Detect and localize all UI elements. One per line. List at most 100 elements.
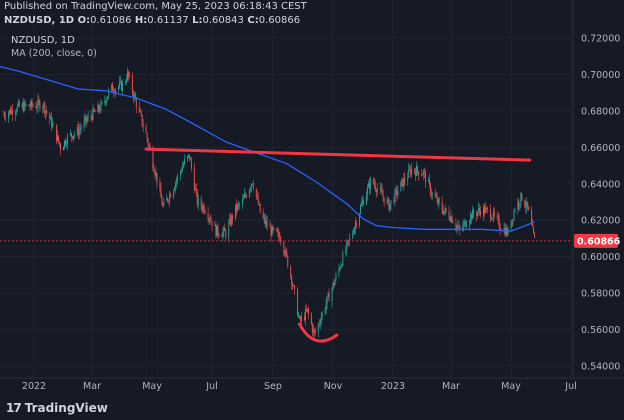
candle-body xyxy=(312,329,314,333)
candle-body xyxy=(318,323,320,325)
candle-body xyxy=(252,183,254,189)
candle-body xyxy=(383,197,385,204)
candle-body xyxy=(175,182,177,189)
candle-body xyxy=(147,138,149,145)
candle-body xyxy=(97,104,99,112)
candle-body xyxy=(173,190,175,198)
candle-body xyxy=(209,218,211,221)
x-tick-label: 2022 xyxy=(22,381,46,392)
candle-body xyxy=(421,175,422,176)
candle-body xyxy=(187,154,189,157)
candle-body xyxy=(301,316,302,321)
candle-body xyxy=(100,102,102,112)
candle-body xyxy=(283,241,285,252)
candle-body xyxy=(17,101,19,106)
candle-body xyxy=(290,266,292,276)
candle-body xyxy=(294,285,296,290)
candle-body xyxy=(194,188,196,191)
candle-body xyxy=(375,189,377,193)
candle-body xyxy=(438,198,440,203)
candle-body xyxy=(518,201,520,206)
candle-body xyxy=(514,210,516,211)
candle-body xyxy=(441,202,443,211)
candle-body xyxy=(504,228,506,236)
candle-body xyxy=(456,226,458,229)
candle-body xyxy=(224,227,226,231)
candle-body xyxy=(396,189,398,195)
candle-body xyxy=(140,112,142,115)
candle-body xyxy=(118,86,120,90)
candle-body xyxy=(427,179,429,183)
x-tick-label: Jul xyxy=(205,381,217,392)
x-tick-label: Mar xyxy=(83,381,101,392)
candle-body xyxy=(374,185,376,190)
candle-body xyxy=(78,129,80,136)
candle-body xyxy=(245,194,246,196)
candle-body xyxy=(60,144,62,151)
candle-body xyxy=(142,124,144,127)
candle-body xyxy=(293,285,295,286)
candle-body xyxy=(229,218,231,224)
candle-body xyxy=(435,197,437,198)
legend-symbol[interactable]: NZDUSD, 1D xyxy=(11,35,75,46)
candle-body xyxy=(11,109,13,115)
candle-body xyxy=(314,332,316,333)
candle-body xyxy=(127,71,129,77)
candle-body xyxy=(207,212,209,220)
candle-body xyxy=(146,133,148,139)
candle-body xyxy=(332,283,334,289)
candle-body xyxy=(174,188,176,191)
candle-body xyxy=(36,107,38,108)
candle-body xyxy=(210,220,212,222)
legend-ma[interactable]: MA (200, close, 0) xyxy=(11,48,97,59)
candle-body xyxy=(190,159,192,168)
candle-body xyxy=(228,223,230,238)
candle-body xyxy=(225,230,227,238)
candle-body xyxy=(340,265,342,269)
candle-body xyxy=(120,81,121,83)
candle-body xyxy=(145,126,147,134)
price-axis[interactable]: 0.72000 0.70000 0.68000 0.66000 0.64000 0.620… xyxy=(581,34,620,373)
candle-body xyxy=(410,169,412,175)
candle-body xyxy=(414,168,416,172)
candle-body xyxy=(445,208,447,212)
candle-body xyxy=(479,208,480,211)
candle-body xyxy=(30,100,32,107)
candle-body xyxy=(94,111,96,112)
candle-body xyxy=(237,204,239,211)
candle-body xyxy=(463,223,465,228)
candle-body xyxy=(195,188,197,192)
candle-body xyxy=(168,201,170,202)
candle-body xyxy=(69,132,71,136)
candle-body xyxy=(221,235,223,237)
low-value: 0.60843 xyxy=(202,15,244,26)
candle-body xyxy=(248,189,250,198)
candle-body xyxy=(455,223,457,229)
candle-body xyxy=(372,179,374,184)
candle-body xyxy=(430,193,432,195)
candle-body xyxy=(131,75,133,93)
tradingview-brand[interactable]: 17 TradingView xyxy=(6,401,108,415)
candle-body xyxy=(64,140,65,148)
candle-body xyxy=(45,110,47,114)
candle-body xyxy=(368,183,370,190)
candle-body xyxy=(18,101,20,107)
candle-body xyxy=(457,226,459,227)
candle-body xyxy=(520,192,522,205)
candle-body xyxy=(4,114,5,117)
candle-body xyxy=(470,214,472,221)
candle-body xyxy=(415,171,417,176)
candle-body xyxy=(408,168,410,178)
candle-body xyxy=(369,179,371,190)
candle-body xyxy=(472,210,474,220)
candle-body xyxy=(279,236,281,242)
candle-body xyxy=(305,309,306,320)
candle-body xyxy=(376,188,378,193)
high-label: H: xyxy=(134,15,148,26)
candle-body xyxy=(363,200,364,205)
candle-body xyxy=(525,206,527,208)
candle-body xyxy=(218,234,220,236)
candle-body xyxy=(512,219,514,221)
time-axis[interactable]: 2022 Mar May Jul Sep Nov 2023 Mar May Jul xyxy=(22,381,577,392)
